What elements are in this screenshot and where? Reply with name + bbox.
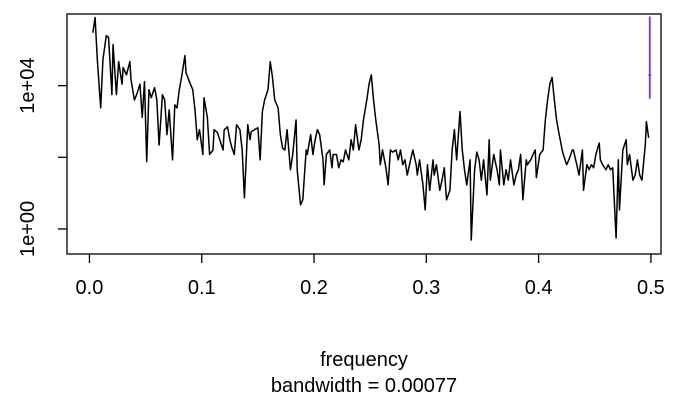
subtitle: bandwidth = 0.00077 xyxy=(271,375,457,397)
x-tick-label: 0.5 xyxy=(637,277,665,299)
y-tick-label: 1e+04 xyxy=(17,58,39,114)
x-tick-label: 0.1 xyxy=(188,277,216,299)
plot-box xyxy=(66,13,662,255)
x-tick-label: 0.0 xyxy=(76,277,104,299)
y-tick-label: 1e+00 xyxy=(17,201,39,257)
x-axis-label: frequency xyxy=(320,349,408,371)
x-tick-label: 0.2 xyxy=(300,277,328,299)
spectrum-line xyxy=(92,16,650,241)
x-tick-label: 0.3 xyxy=(412,277,440,299)
x-tick-label: 0.4 xyxy=(525,277,553,299)
